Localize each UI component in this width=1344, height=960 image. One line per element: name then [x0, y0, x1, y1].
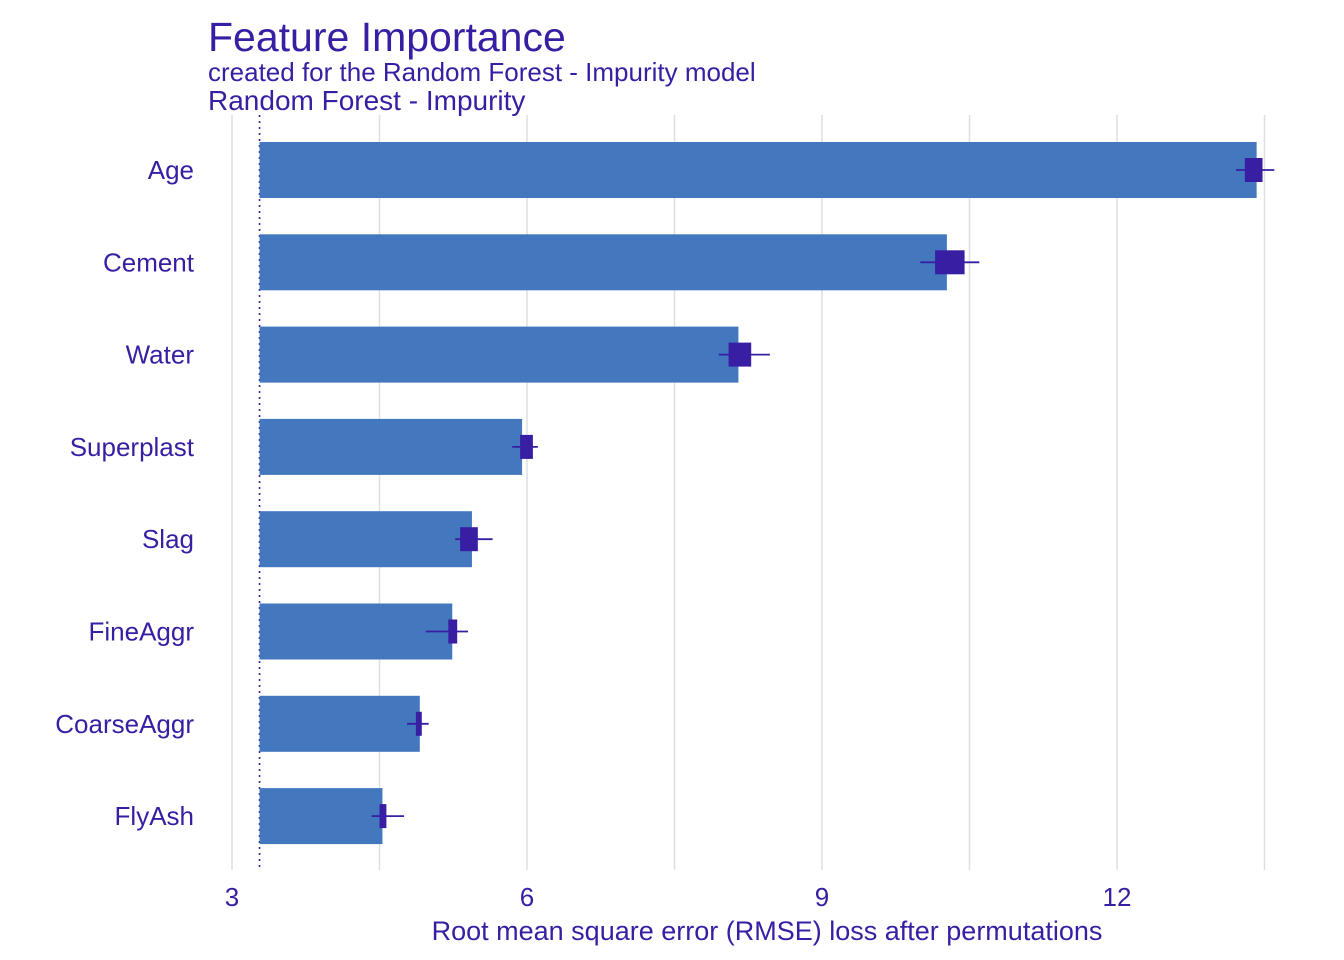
box-water [728, 342, 752, 367]
box-slag [460, 527, 478, 552]
y-label-slag: Slag [142, 524, 194, 554]
y-label-superplast: Superplast [70, 432, 195, 462]
bar-slag [259, 511, 472, 568]
y-label-water: Water [126, 340, 195, 370]
bar-fineaggr [259, 603, 453, 660]
x-axis-title: Root mean square error (RMSE) loss after… [432, 916, 1103, 946]
box-fineaggr [448, 619, 458, 644]
bar-age [259, 142, 1257, 198]
y-label-age: Age [148, 155, 194, 185]
box-age [1244, 158, 1263, 182]
y-label-coarseaggr: CoarseAggr [55, 709, 194, 739]
x-tick-label: 3 [225, 882, 239, 912]
box-cement [935, 250, 965, 275]
bar-cement [259, 234, 947, 291]
bar-water [259, 326, 739, 383]
x-tick-label: 6 [520, 882, 534, 912]
box-flyash [379, 804, 387, 829]
box-coarseaggr [415, 711, 422, 736]
bar-coarseaggr [259, 695, 420, 752]
panel-title: Random Forest - Impurity [208, 85, 526, 116]
x-tick-label: 9 [815, 882, 829, 912]
chart-subtitle: created for the Random Forest - Impurity… [208, 57, 756, 87]
chart-title: Feature Importance [208, 14, 566, 60]
y-label-fineaggr: FineAggr [89, 617, 195, 647]
y-label-flyash: FlyAsh [115, 801, 194, 831]
x-tick-label: 12 [1103, 882, 1132, 912]
bar-flyash [259, 788, 383, 845]
bar-superplast [259, 418, 523, 475]
y-label-cement: Cement [103, 247, 195, 277]
box-superplast [520, 434, 533, 459]
